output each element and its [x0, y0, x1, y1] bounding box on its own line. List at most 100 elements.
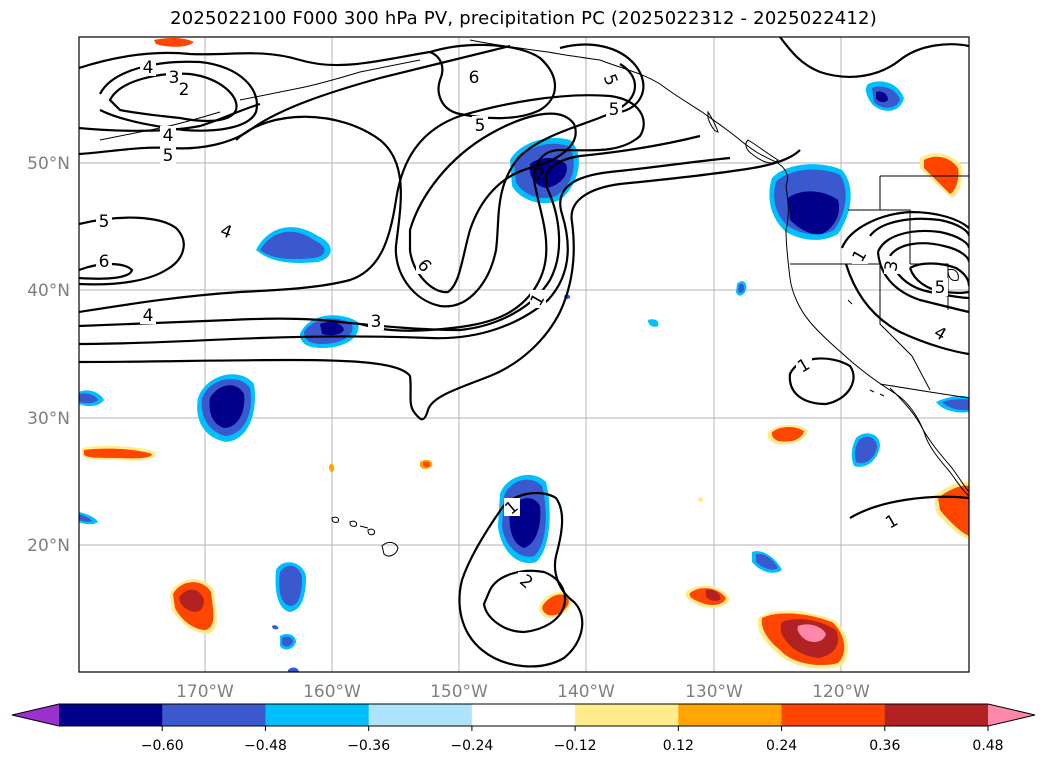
colorbar-segment — [59, 704, 163, 726]
contour-label: 3 — [169, 68, 180, 88]
colorbar-tick-label: 0.36 — [869, 738, 900, 754]
map-panel: 4 3 2 4 5 5 6 4 4 6 5 5 5 6 3 1 1 1 3 5 — [78, 36, 970, 673]
colorbar-segment — [575, 704, 679, 726]
colorbar-ticks: −0.60 −0.48 −0.36 −0.24 −0.12 0.12 0.24 0.36 0.4… — [141, 726, 1004, 754]
contour-label: 5 — [475, 116, 486, 136]
contour-label: 5 — [935, 278, 946, 298]
colorbar-tick-label: −0.12 — [554, 738, 597, 754]
pv-contour-east-1 — [840, 210, 969, 249]
baja-california — [889, 387, 969, 493]
lon-axis-labels: 170°W 160°W 150°W 140°W 130°W 120°W — [176, 682, 870, 702]
map-title: 2025022100 F000 300 hPa PV, precipitatio… — [170, 8, 877, 29]
pv-contour-5-west — [79, 216, 185, 286]
pv-contour-5-ridge — [235, 63, 636, 308]
colorbar-outline — [11, 703, 1036, 727]
colorbar-tick-label: −0.24 — [450, 738, 493, 754]
colorbar: −0.60 −0.48 −0.36 −0.24 −0.12 0.12 0.24 0.36 0.4… — [11, 703, 1036, 754]
lat-label-40n: 40°N — [27, 281, 70, 301]
mexico-border — [879, 383, 969, 399]
lon-label-120w: 120°W — [812, 682, 870, 702]
pv-contour-5-top-right — [559, 43, 645, 114]
precip-area-south-west — [275, 562, 306, 612]
lon-label-140w: 140°W — [557, 682, 615, 702]
contour-label: 2 — [535, 165, 546, 185]
colorbar-tick-label: −0.60 — [141, 738, 184, 754]
contour-label: 4 — [143, 306, 154, 326]
colorbar-segment — [781, 704, 886, 726]
pv-contour-east-3 — [876, 229, 969, 314]
precip-area-west-pacific — [82, 445, 157, 461]
pv-contour-2-south-trough — [482, 569, 567, 634]
state-border-arizona — [911, 355, 931, 391]
precip-area-small-cells — [79, 81, 969, 672]
colorbar-extend-low — [12, 704, 59, 726]
colorbar-tick-label: −0.36 — [347, 738, 390, 754]
contour-label: 4 — [163, 126, 174, 146]
contour-label: 5 — [163, 146, 174, 166]
lon-label-160w: 160°W — [303, 682, 361, 702]
hawaii-molokai — [359, 525, 369, 529]
pv-contour-3-trough — [79, 134, 701, 332]
lon-label-150w: 150°W — [430, 682, 488, 702]
lon-label-170w: 170°W — [176, 682, 234, 702]
contour-label: 6 — [99, 252, 110, 272]
contour-label: 6 — [469, 68, 480, 88]
state-border-nevada — [879, 264, 913, 357]
pv-contour-2-top-left — [108, 72, 238, 123]
pv-contour-1-south-trough — [458, 491, 584, 668]
precip-area-pv-ridge — [256, 227, 331, 263]
hawaii-oahu — [349, 520, 357, 527]
great-salt-lake — [947, 269, 959, 281]
colorbar-segment — [265, 704, 370, 726]
lat-axis-labels: 50°N 40°N 30°N 20°N — [27, 154, 70, 556]
coastlines — [99, 39, 969, 557]
colorbar-extend-high — [988, 704, 1035, 726]
lat-label-50n: 50°N — [27, 154, 70, 174]
colorbar-tick-label: 0.48 — [972, 738, 1003, 754]
pv-contour-4-top-left — [79, 50, 431, 70]
contour-label: 3 — [371, 312, 382, 332]
pv-contour-east-1-outer — [844, 263, 969, 356]
alaska-south-coast — [469, 39, 601, 61]
pv-contour-1-trough — [79, 149, 801, 421]
pv-contour-1-socal — [788, 357, 855, 406]
precip-area-west-central — [197, 374, 255, 442]
hawaii-maui — [367, 528, 375, 536]
pv-contour-1-south — [849, 495, 969, 519]
colorbar-segment — [884, 704, 989, 726]
pv-contours — [79, 37, 969, 668]
colorbar-segment — [368, 704, 473, 726]
state-border-idaho — [880, 209, 911, 264]
lat-label-30n: 30°N — [27, 409, 70, 429]
haida-gwaii — [707, 110, 719, 133]
lat-label-20n: 20°N — [27, 536, 70, 556]
map-frame — [78, 36, 970, 673]
colorbar-segment — [162, 704, 266, 726]
colorbar-tick-label: 0.24 — [766, 738, 797, 754]
precip-area-pacific-northwest — [769, 164, 851, 240]
contour-label: 3 — [881, 259, 903, 273]
lon-label-130w: 130°W — [685, 682, 743, 702]
channel-islands — [869, 389, 885, 397]
pv-contour-4-left-band — [79, 102, 261, 132]
colorbar-tick-label: 0.12 — [663, 738, 694, 754]
pv-contour-2-trough — [79, 156, 731, 346]
precip-area-south-pacific — [757, 610, 849, 669]
precip-area-southwest-cell — [170, 579, 217, 634]
colorbar-segments — [12, 704, 1035, 726]
contour-label: 5 — [609, 100, 620, 120]
colorbar-tick-label: −0.48 — [244, 738, 287, 754]
contour-label: 2 — [179, 80, 190, 100]
colorbar-segment — [678, 704, 783, 726]
map-background — [79, 37, 969, 672]
contour-label: 5 — [99, 212, 110, 232]
pv-contour-4-top-center — [429, 43, 556, 120]
lake-tahoe — [847, 299, 853, 305]
colorbar-segment — [471, 704, 576, 726]
aleutians-west — [239, 59, 421, 101]
contour-label: 4 — [143, 58, 154, 78]
hawaii-big-island — [381, 541, 399, 557]
pv-contour-4-trough — [79, 94, 645, 332]
pv-contour-east-2 — [869, 217, 969, 237]
